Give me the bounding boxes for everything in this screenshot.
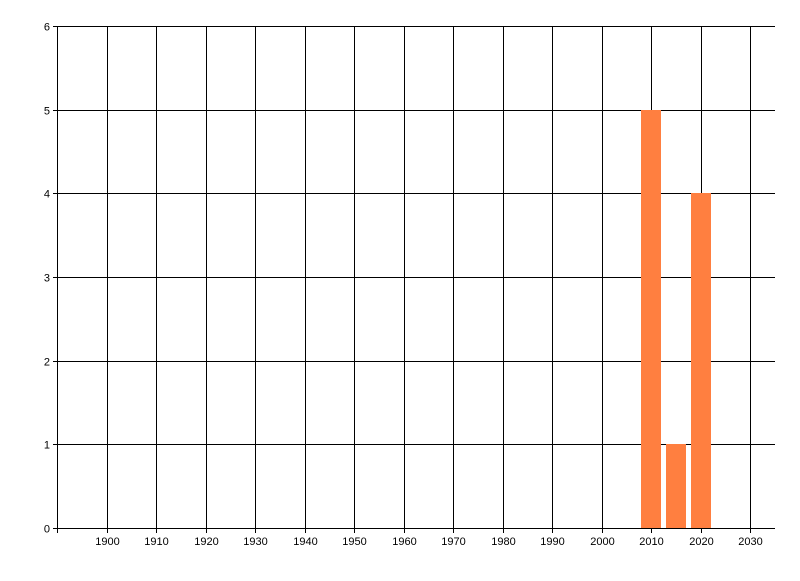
x-tick-label: 2020 (689, 536, 713, 548)
y-tick-label: 4 (44, 189, 50, 201)
x-tick-label: 1930 (243, 536, 267, 548)
x-tick-label: 2000 (590, 536, 614, 548)
y-tick-label: 5 (44, 106, 50, 118)
x-tick-label: 1900 (95, 536, 119, 548)
x-tick-label: 1960 (392, 536, 416, 548)
y-tick-label: 6 (44, 22, 50, 34)
y-tick-label: 0 (44, 524, 50, 536)
y-tick-label: 3 (44, 273, 50, 285)
x-tick-label: 2010 (639, 536, 663, 548)
x-tick-label: 1980 (491, 536, 515, 548)
x-tick-label: 1940 (293, 536, 317, 548)
x-tick-label: 1920 (194, 536, 218, 548)
x-tick-label: 1950 (342, 536, 366, 548)
x-tick-label: 1990 (540, 536, 564, 548)
bar (691, 193, 711, 528)
x-tick-label: 2030 (738, 536, 762, 548)
y-tick-label: 1 (44, 440, 50, 452)
y-tick-label: 2 (44, 357, 50, 369)
x-tick-label: 1910 (144, 536, 168, 548)
bar (641, 110, 661, 528)
bar (666, 444, 686, 528)
x-tick-label: 1970 (441, 536, 465, 548)
